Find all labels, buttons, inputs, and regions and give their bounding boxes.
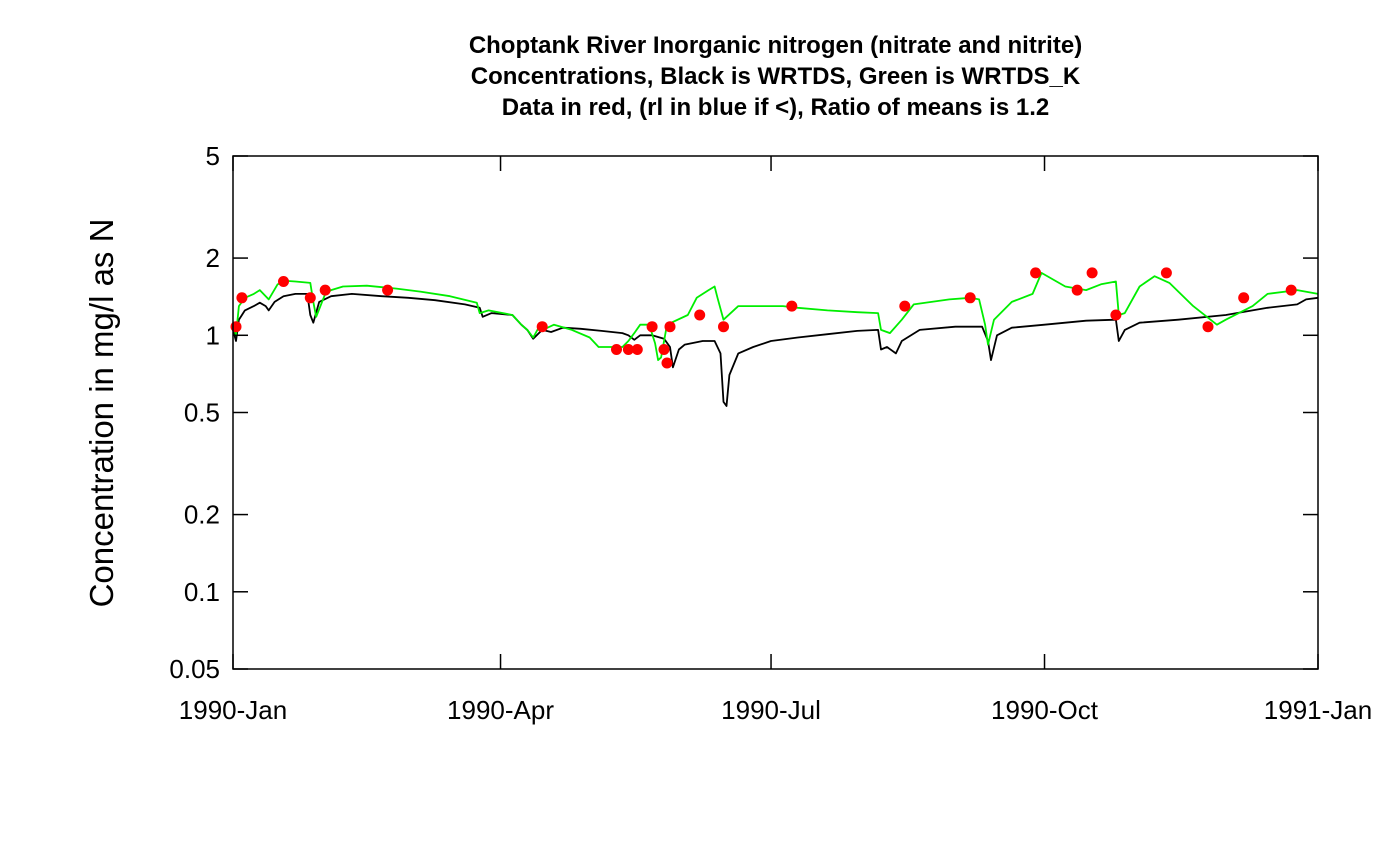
data-point <box>1030 267 1042 279</box>
data-point <box>899 300 911 312</box>
data-point <box>230 321 242 333</box>
chart-title-line-2: Concentrations, Black is WRTDS, Green is… <box>470 63 1081 90</box>
data-point <box>631 344 643 355</box>
y-tick-label: 0.5 <box>184 398 220 428</box>
data-point <box>658 344 670 355</box>
series-line-wrtds <box>232 292 1319 407</box>
x-tick-label: 1990-Oct <box>991 695 1099 725</box>
y-tick-label: 0.1 <box>184 577 220 607</box>
y-tick-label: 0.2 <box>184 500 220 530</box>
x-tick-label: 1991-Jan <box>1264 695 1372 725</box>
chart-title-line-3: Data in red, (rl in blue if <), Ratio of… <box>501 94 1050 121</box>
y-tick-label: 1 <box>206 320 220 350</box>
data-point <box>236 292 248 304</box>
data-point <box>694 309 706 321</box>
series-layer <box>230 267 1319 407</box>
data-point <box>1202 321 1214 333</box>
data-point <box>964 292 976 304</box>
y-tick-label: 0.05 <box>169 654 220 684</box>
data-point <box>718 321 729 333</box>
data-point <box>1160 267 1172 279</box>
data-point <box>786 300 798 312</box>
data-point <box>1086 267 1098 279</box>
axis-layer: 0.05 0.1 0.2 0.5 1 2 5 1990-Jan 1990-Apr 1990-Jul… <box>169 141 1372 725</box>
chart-title: Choptank River Inorganic nitrogen (nitra… <box>233 30 1318 123</box>
plot-area-frame <box>232 155 1319 670</box>
data-point <box>611 344 622 355</box>
x-tick-label: 1990-Jan <box>179 695 287 725</box>
data-point <box>1071 284 1083 296</box>
data-point <box>304 292 316 304</box>
data-point <box>664 321 676 333</box>
y-tick-label: 5 <box>206 141 220 171</box>
data-point <box>1285 284 1297 296</box>
data-point <box>382 284 394 296</box>
data-point <box>646 321 658 333</box>
data-point <box>536 321 548 333</box>
data-point <box>278 276 289 287</box>
series-line-wrtds-k <box>232 271 1319 362</box>
y-axis-label: Concentration in mg/l as N <box>83 219 120 608</box>
data-point <box>1238 292 1250 304</box>
data-point <box>1110 309 1122 321</box>
x-tick-label: 1990-Jul <box>721 695 821 725</box>
chart-title-line-1: Choptank River Inorganic nitrogen (nitra… <box>468 32 1083 59</box>
y-tick-label: 2 <box>206 243 220 273</box>
data-point <box>661 357 673 369</box>
data-point <box>622 344 634 355</box>
data-point <box>319 284 331 296</box>
x-tick-label: 1990-Apr <box>447 695 554 725</box>
